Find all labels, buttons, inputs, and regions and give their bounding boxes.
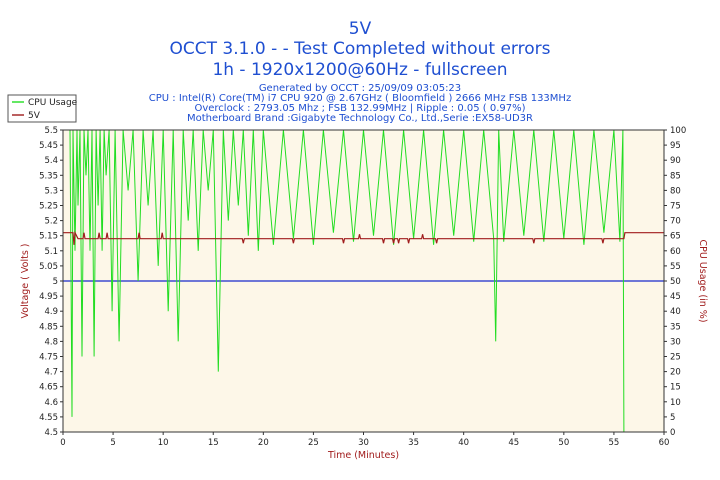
x-tick-label: 20 [258, 438, 269, 448]
x-tick-label: 10 [158, 438, 169, 448]
x-tick-label: 40 [458, 438, 469, 448]
y-left-tick-label: 4.85 [39, 322, 58, 332]
y-left-tick-label: 5.1 [44, 247, 58, 257]
y-left-tick-label: 4.95 [39, 292, 58, 302]
y-left-tick-label: 4.65 [39, 383, 58, 393]
y-left-tick-label: 5.45 [39, 141, 58, 151]
y-left-tick-label: 4.6 [44, 398, 58, 408]
y-right-tick-label: 75 [670, 202, 681, 212]
y-left-tick-label: 5 [53, 277, 58, 287]
y-left-tick-label: 4.8 [44, 337, 58, 347]
y-right-tick-label: 30 [670, 337, 681, 347]
y-right-tick-label: 20 [670, 368, 681, 378]
legend: CPU Usage 5V [7, 94, 78, 123]
series-line-5v [63, 230, 664, 245]
x-tick-label: 50 [558, 438, 569, 448]
x-tick-label: 30 [358, 438, 369, 448]
y-left-tick-label: 5.35 [39, 171, 58, 181]
legend-label-5v: 5V [28, 111, 41, 121]
x-tick-label: 0 [60, 438, 65, 448]
y-axis-label-right: CPU Usage (in %) [697, 239, 708, 322]
chart-header: 5V OCCT 3.1.0 - - Test Completed without… [0, 0, 720, 124]
y-right-tick-label: 95 [670, 141, 681, 151]
y-axis-label-left: Voltage ( Volts ) [20, 244, 31, 319]
y-right-tick-label: 45 [670, 292, 681, 302]
x-axis-label: Time (Minutes) [327, 450, 399, 461]
y-left-tick-label: 4.75 [39, 353, 58, 363]
y-right-tick-label: 0 [670, 428, 675, 438]
y-right-tick-label: 85 [670, 171, 681, 181]
chart-subtitle-occt: OCCT 3.1.0 - - Test Completed without er… [169, 39, 551, 59]
y-right-tick-label: 80 [670, 186, 681, 196]
y-left-tick-label: 5.5 [44, 126, 58, 136]
info-generated: Generated by OCCT : 25/09/09 03:05:23 [258, 83, 462, 94]
y-right-tick-label: 15 [670, 383, 681, 393]
x-tick-label: 25 [308, 438, 319, 448]
y-left-tick-label: 4.55 [39, 413, 58, 423]
y-left-tick-label: 5.3 [44, 186, 58, 196]
y-right-tick-label: 50 [670, 277, 681, 287]
info-cpu: CPU : Intel(R) Core(TM) i7 CPU 920 @ 2.6… [148, 93, 572, 104]
legend-box [7, 94, 77, 123]
x-tick-label: 35 [408, 438, 419, 448]
y-left-tick-label: 5.25 [39, 202, 58, 212]
y-right-tick-label: 70 [670, 217, 681, 227]
x-tick-label: 60 [659, 438, 670, 448]
info-overclock: Overclock : 2793.05 Mhz ; FSB 132.99MHz … [194, 103, 526, 114]
y-left-tick-label: 5.4 [44, 156, 58, 166]
y-left-tick-label: 4.9 [44, 307, 58, 317]
legend-label-cpu: CPU Usage [28, 98, 78, 108]
y-right-tick-label: 10 [670, 398, 681, 408]
x-tick-label: 15 [208, 438, 219, 448]
y-right-tick-label: 25 [670, 353, 681, 363]
y-left-tick-label: 5.05 [39, 262, 58, 272]
chart-title: 5V [348, 19, 372, 39]
x-tick-label: 55 [609, 438, 620, 448]
info-motherboard: Motherboard Brand :Gigabyte Technology C… [187, 113, 533, 124]
y-left-tick-label: 4.7 [44, 368, 58, 378]
axes-layer: 5.55.455.45.355.35.255.25.155.15.0554.95… [39, 126, 686, 448]
y-left-tick-label: 5.15 [39, 232, 58, 242]
x-tick-label: 5 [110, 438, 115, 448]
y-right-tick-label: 60 [670, 247, 681, 257]
y-right-tick-label: 100 [670, 126, 686, 136]
y-right-tick-label: 5 [670, 413, 675, 423]
y-left-tick-label: 4.5 [44, 428, 58, 438]
y-right-tick-label: 90 [670, 156, 681, 166]
y-right-tick-label: 40 [670, 307, 681, 317]
y-left-tick-label: 5.2 [44, 217, 58, 227]
chart-subtitle-resolution: 1h - 1920x1200@60Hz - fullscreen [212, 60, 508, 80]
y-right-tick-label: 65 [670, 232, 681, 242]
x-tick-label: 45 [508, 438, 519, 448]
y-right-tick-label: 55 [670, 262, 681, 272]
y-right-tick-label: 35 [670, 322, 681, 332]
